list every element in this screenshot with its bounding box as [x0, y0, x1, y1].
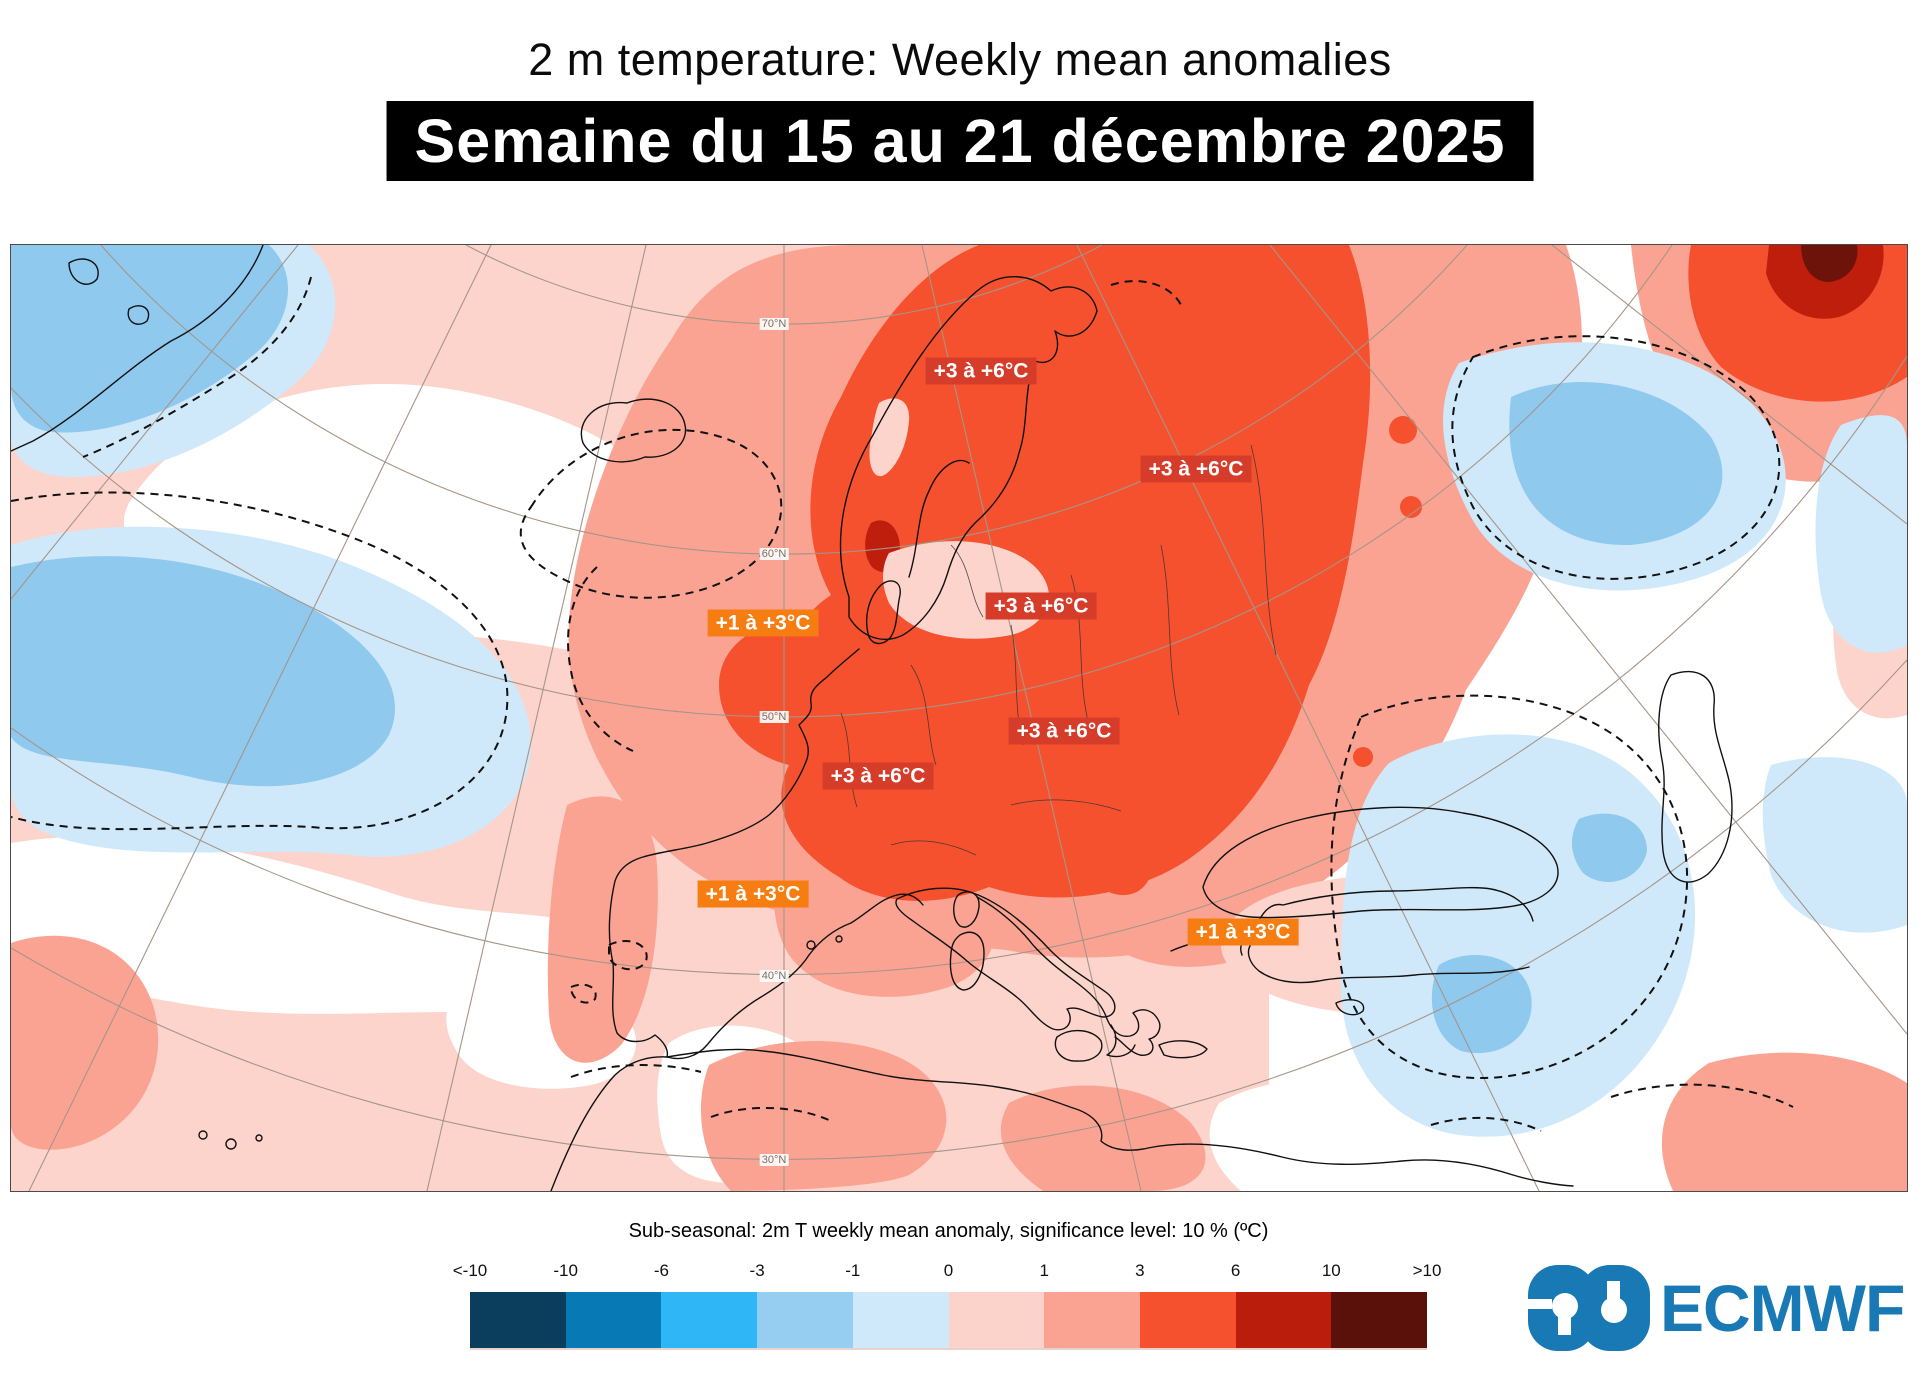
colorbar-cell	[757, 1292, 853, 1348]
anomaly-label: +1 à +3°C	[1187, 918, 1299, 946]
anomaly-label: +3 à +6°C	[1008, 717, 1120, 745]
latitude-label: 30°N	[759, 1154, 789, 1166]
colorbar-cell	[565, 1292, 662, 1348]
colorbar-tick: 3	[1135, 1261, 1145, 1280]
ecmwf-logo-icon	[1528, 1265, 1650, 1351]
colorbar-tick: 10	[1321, 1261, 1341, 1280]
colorbar-tick: -6	[653, 1261, 669, 1280]
coastlines	[11, 245, 1733, 1191]
colorbar-tick: 1	[1039, 1261, 1049, 1280]
colorbar-tick: 0	[943, 1261, 954, 1280]
legend-caption: Sub-seasonal: 2m T weekly mean anomaly, …	[628, 1220, 1269, 1242]
colorbar	[470, 1292, 1428, 1350]
colorbar-cell	[1139, 1292, 1236, 1348]
anomaly-label: +3 à +6°C	[1140, 455, 1252, 483]
anomaly-label: +3 à +6°C	[925, 357, 1037, 385]
colorbar-cell	[852, 1292, 949, 1348]
colorbar-cell	[948, 1292, 1045, 1348]
ecmwf-logo-text: ECMWF	[1660, 1271, 1905, 1345]
anomaly-label: +3 à +6°C	[822, 762, 934, 790]
anomaly-map: +3 à +6°C +3 à +6°C +3 à +6°C +1 à +3°C …	[10, 244, 1908, 1192]
colorbar-cell	[1235, 1292, 1332, 1348]
colorbar-cell	[661, 1292, 758, 1348]
colorbar-tick: >10	[1412, 1261, 1442, 1280]
colorbar-tick: -10	[553, 1261, 578, 1280]
colorbar-cell	[1044, 1292, 1140, 1348]
colorbar-cell	[470, 1292, 566, 1348]
colorbar-tick: -3	[749, 1261, 765, 1280]
colorbar-tick: 6	[1230, 1261, 1241, 1280]
colorbar-tick: -1	[845, 1261, 861, 1280]
latitude-label: 70°N	[759, 318, 789, 330]
colorbar-tick: <-10	[452, 1261, 488, 1280]
latitude-label: 50°N	[759, 711, 789, 723]
country-borders	[840, 444, 1277, 856]
ecmwf-logo: ECMWF	[1528, 1262, 1905, 1354]
anomaly-label: +1 à +3°C	[697, 880, 809, 908]
anomaly-label: +1 à +3°C	[707, 609, 819, 637]
week-banner: Semaine du 15 au 21 décembre 2025	[386, 101, 1534, 181]
page-title: 2 m temperature: Weekly mean anomalies	[528, 34, 1392, 85]
latitude-label: 60°N	[759, 548, 789, 560]
anomaly-label: +3 à +6°C	[985, 592, 1097, 620]
colorbar-ticks: <-10 -10 -6 -3 -1 0 1 3 6 10 >10	[453, 1261, 1442, 1287]
map-canvas	[11, 245, 1907, 1191]
latitude-label: 40°N	[759, 970, 789, 982]
significance-contours	[11, 276, 1794, 1132]
colorbar-cell	[1331, 1292, 1428, 1348]
